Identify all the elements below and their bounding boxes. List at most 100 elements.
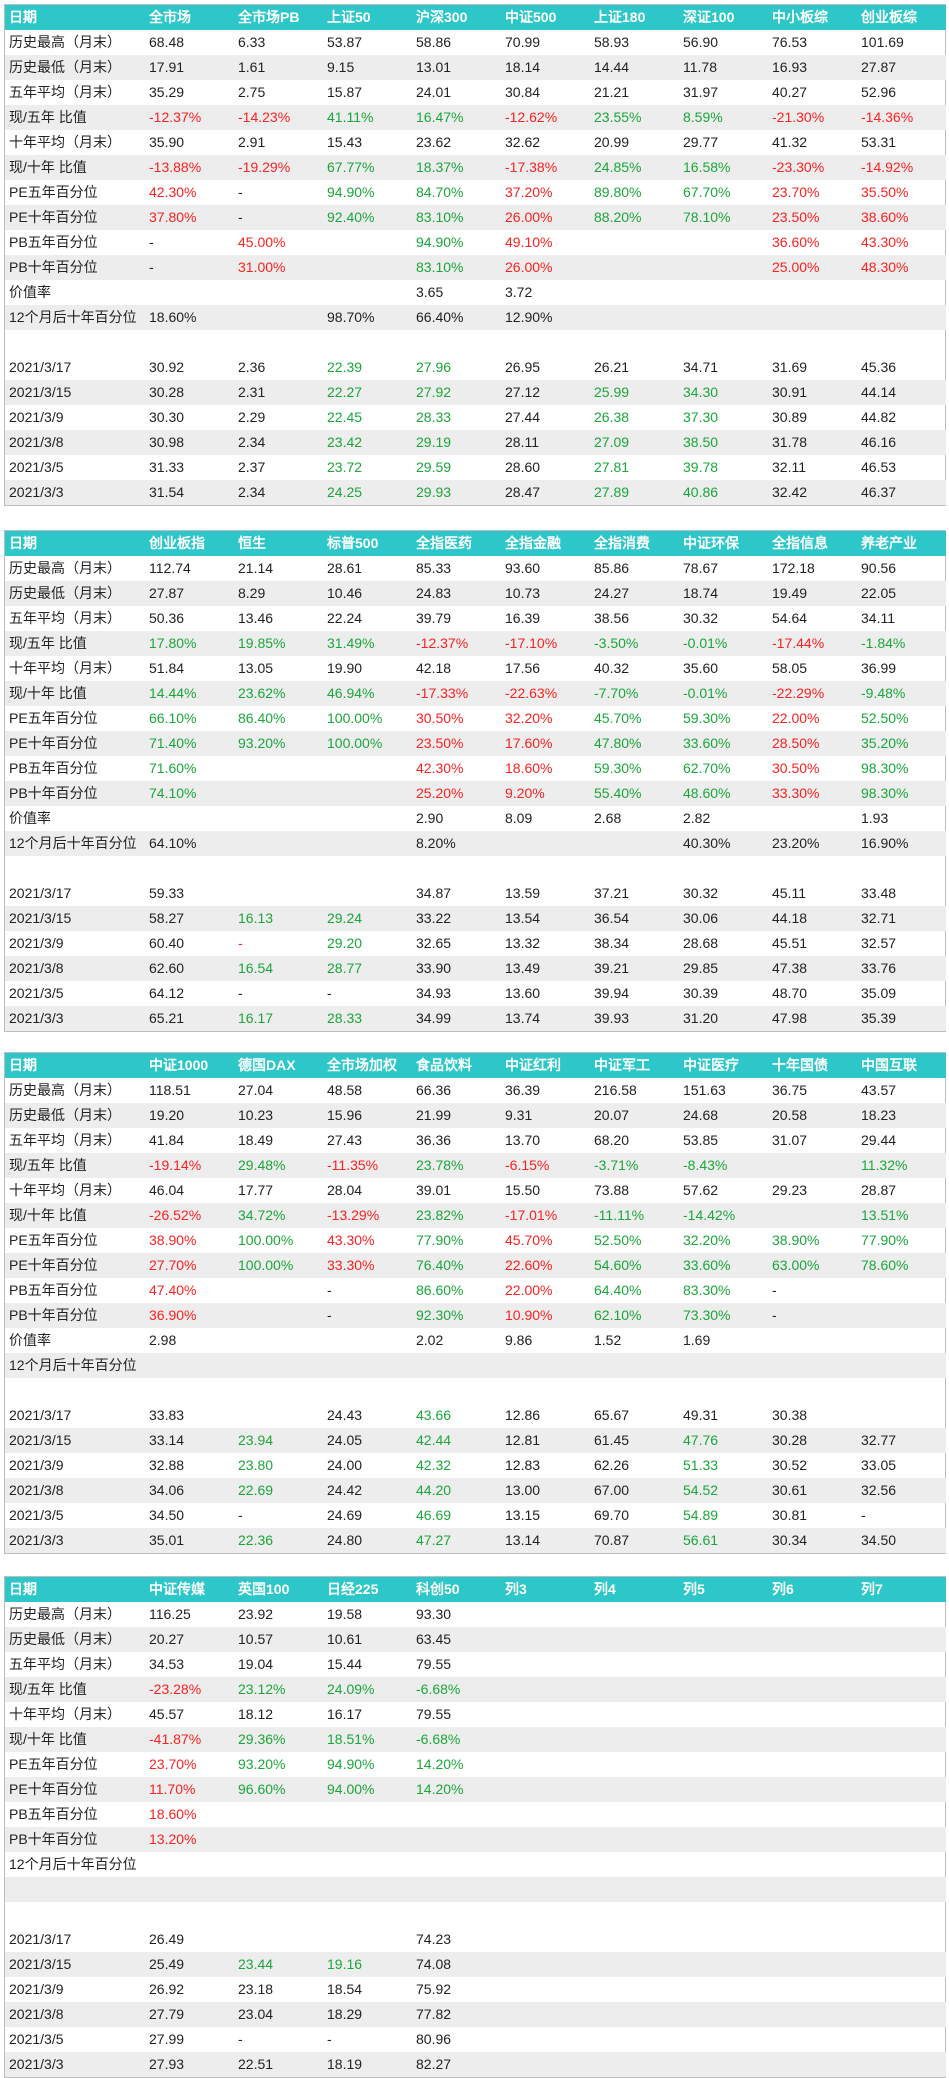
table-cell: 11.70%: [145, 1777, 234, 1802]
table-cell: [501, 1727, 590, 1752]
column-header-date: 日期: [5, 1053, 145, 1078]
table-cell: 2.98: [149, 1332, 177, 1348]
table-cell: 30.52: [772, 1457, 808, 1473]
table-cell: 34.11: [861, 610, 895, 626]
table-cell: -12.37%: [145, 105, 234, 130]
table-cell: 15.50: [505, 1182, 541, 1198]
table-cell: 18.14: [501, 55, 590, 80]
row-label: 现/十年 比值: [5, 155, 145, 180]
table-row: 历史最高（月末） 116.25 23.92 19.58 93.30: [5, 1602, 946, 1627]
table-cell: 29.77: [683, 134, 719, 150]
table-cell: 31.97: [683, 84, 719, 100]
table-cell: [590, 1927, 679, 1952]
table-cell: 90.56: [861, 560, 897, 576]
table-cell: 76.40%: [412, 1253, 501, 1278]
table-cell: 6.33: [238, 34, 266, 50]
table-cell: 58.86: [416, 34, 452, 50]
table-cell: 18.19: [323, 2052, 412, 2077]
table-cell: 34.87: [416, 885, 452, 901]
table-cell: 17.77: [238, 1182, 274, 1198]
table-cell: [679, 1977, 768, 2002]
table-cell: 29.36%: [234, 1727, 323, 1752]
table-row: 2021/3/15 30.28 2.31 22.27 27.92 27.12 25.99 34…: [5, 380, 946, 405]
table-cell: [590, 1752, 679, 1777]
table-cell: 23.55%: [590, 105, 679, 130]
table-cell: 22.39: [327, 359, 363, 375]
row-label: 12个月后十年百分位: [5, 1353, 145, 1378]
column-header: 标普500: [323, 531, 412, 556]
table-cell: -: [327, 985, 332, 1001]
table-cell: 14.44: [590, 55, 679, 80]
table-row: 2021/3/3 35.01 22.36 24.80 47.27 13.14 70.87 56…: [5, 1528, 946, 1553]
table-cell: [501, 831, 590, 856]
table-cell: [145, 1902, 234, 1927]
table-row: PB五年百分位 47.40% - 86.60% 22.00% 64.40% 83.30% -: [5, 1278, 946, 1303]
table-cell: 24.05: [323, 1428, 412, 1453]
table-cell: [768, 1727, 857, 1752]
table-cell: 2.75: [238, 84, 266, 100]
table-cell: -26.52%: [145, 1203, 234, 1228]
table-cell: 30.89: [772, 409, 808, 425]
table-cell: 26.00%: [501, 255, 590, 280]
table-cell: [145, 1877, 234, 1902]
table-row: PB五年百分位 - 45.00% 94.90% 49.10% 36.60% 43.30%: [5, 230, 946, 255]
table-cell: [234, 1303, 323, 1328]
table-cell: 24.27: [590, 581, 679, 606]
table-cell: 30.28: [145, 380, 234, 405]
table-cell: 23.78%: [412, 1153, 501, 1178]
table-cell: 65.21: [145, 1006, 234, 1031]
table-cell: [590, 1902, 679, 1927]
table-cell: 30.61: [768, 1478, 857, 1503]
table-cell: [501, 1353, 590, 1378]
table-row: 12个月后十年百分位: [5, 1353, 946, 1378]
table-row: PE五年百分位 42.30% - 94.90% 84.70% 37.20% 89.80% 67…: [5, 180, 946, 205]
table-cell: 43.30%: [327, 1232, 375, 1248]
row-label: 2021/3/8: [5, 956, 145, 981]
table-cell: 98.70%: [323, 305, 412, 330]
table-cell: [501, 2002, 590, 2027]
table-cell: 22.69: [234, 1478, 323, 1503]
table-cell: [679, 1777, 768, 1802]
row-label: 历史最高（月末）: [9, 1606, 121, 1622]
table-cell: [679, 1927, 768, 1952]
table-cell: 36.39: [505, 1082, 541, 1098]
table-cell: 88.20%: [590, 205, 679, 230]
column-header: 深证100: [679, 5, 768, 30]
table-cell: 31.69: [772, 359, 808, 375]
table-cell: 48.60%: [679, 781, 768, 806]
table-cell: 13.15: [505, 1507, 541, 1523]
table-cell: [234, 330, 323, 355]
table-cell: 66.40%: [412, 305, 501, 330]
table-cell: 34.50: [857, 1528, 946, 1553]
table-cell: [679, 2002, 768, 2027]
table-cell: 100.00%: [327, 710, 383, 726]
table-cell: -: [238, 184, 243, 200]
table-cell: 18.37%: [412, 155, 501, 180]
table-cell: [679, 1852, 768, 1877]
table-cell: 27.09: [590, 430, 679, 455]
data-table: 日期 中证传媒 英国100 日经225 科创50 列3 列4 列5 列6 列7 历史最高（月末） 11…: [5, 1577, 946, 2077]
table-cell: [501, 1877, 590, 1902]
table-cell: 21.99: [412, 1103, 501, 1128]
table-cell: 15.43: [327, 134, 363, 150]
table-cell: 29.19: [412, 430, 501, 455]
table-row: 现/五年 比值 -12.37% -14.23% 41.11% 16.47% -12.62%…: [5, 105, 946, 130]
table-cell: 100.00%: [234, 1253, 323, 1278]
table-cell: 33.30%: [768, 781, 857, 806]
row-label: PE五年百分位: [9, 710, 98, 726]
table-cell: 27.89: [590, 480, 679, 505]
table-cell: -14.36%: [857, 105, 946, 130]
table-cell: [323, 1827, 412, 1852]
row-label: PB十年百分位: [5, 781, 145, 806]
table-cell: 27.87: [145, 581, 234, 606]
table-cell: 2.34: [234, 430, 323, 455]
table-cell: [857, 1627, 946, 1652]
table-cell: 98.30%: [861, 760, 909, 776]
table-cell: 24.09%: [323, 1677, 412, 1702]
table-cell: 48.58: [327, 1082, 363, 1098]
table-cell: 8.59%: [679, 105, 768, 130]
table-cell: [679, 1727, 768, 1752]
table-cell: [323, 856, 412, 881]
table-cell: 28.50%: [768, 731, 857, 756]
table-row: 五年平均（月末） 35.29 2.75 15.87 24.01 30.84 21.21 31.…: [5, 80, 946, 105]
